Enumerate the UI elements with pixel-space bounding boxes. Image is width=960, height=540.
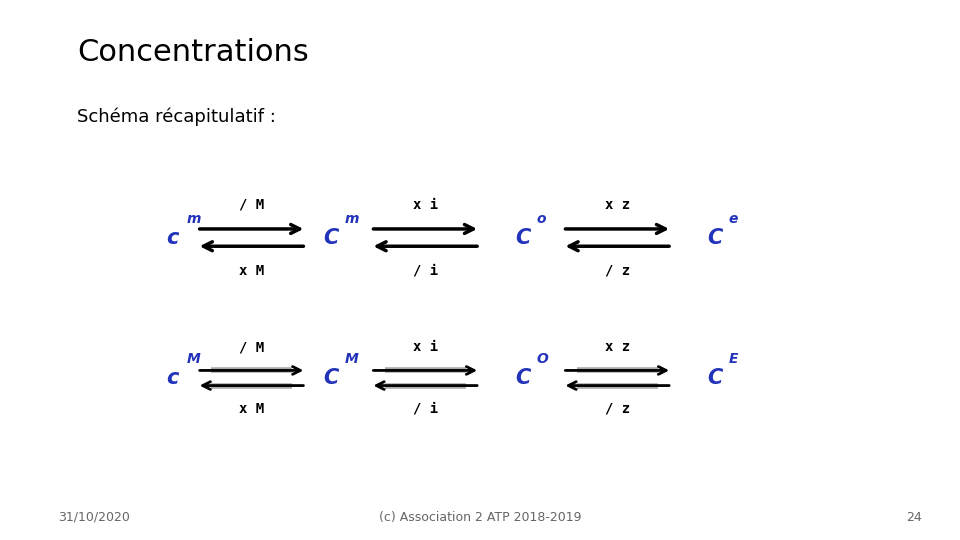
Text: C: C <box>516 368 531 388</box>
Text: M: M <box>345 352 358 366</box>
Text: C: C <box>708 227 723 248</box>
Text: Schéma récapitulatif :: Schéma récapitulatif : <box>77 108 276 126</box>
Text: m: m <box>186 212 201 226</box>
Text: / i: / i <box>413 402 438 416</box>
Text: C: C <box>324 227 339 248</box>
Text: x i: x i <box>413 340 438 354</box>
Text: o: o <box>537 212 546 226</box>
Text: x M: x M <box>239 402 264 416</box>
Text: Concentrations: Concentrations <box>77 38 308 67</box>
Text: e: e <box>729 212 738 226</box>
Text: E: E <box>729 352 738 366</box>
Text: / z: / z <box>605 402 630 416</box>
Text: / M: / M <box>239 340 264 354</box>
Text: x z: x z <box>605 198 630 212</box>
Text: 31/10/2020: 31/10/2020 <box>58 511 130 524</box>
Text: (c) Association 2 ATP 2018-2019: (c) Association 2 ATP 2018-2019 <box>379 511 581 524</box>
Text: / i: / i <box>413 264 438 278</box>
Text: 24: 24 <box>906 511 922 524</box>
Text: c: c <box>167 368 179 388</box>
Text: x M: x M <box>239 264 264 278</box>
Text: C: C <box>324 368 339 388</box>
Text: x i: x i <box>413 198 438 212</box>
Text: / z: / z <box>605 264 630 278</box>
Text: O: O <box>537 352 548 366</box>
Text: c: c <box>167 227 179 248</box>
Text: C: C <box>708 368 723 388</box>
Text: m: m <box>345 212 359 226</box>
Text: / M: / M <box>239 198 264 212</box>
Text: M: M <box>186 352 200 366</box>
Text: x z: x z <box>605 340 630 354</box>
Text: C: C <box>516 227 531 248</box>
